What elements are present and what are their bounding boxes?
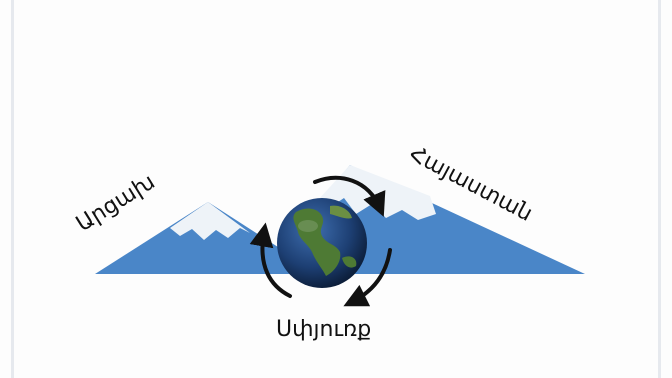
right-border — [658, 0, 661, 378]
label-diaspora: Սփյուռք — [276, 317, 371, 342]
circular-arrows-icon — [249, 175, 392, 307]
left-border — [11, 0, 14, 378]
earth-globe-icon — [277, 198, 367, 288]
label-artsakh: Արցախ — [72, 169, 160, 237]
